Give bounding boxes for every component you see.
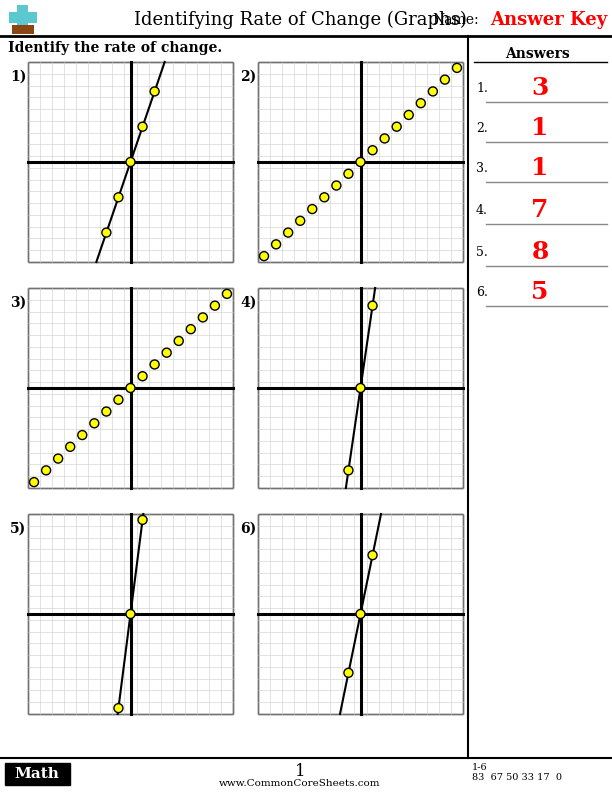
Text: Name:: Name: — [432, 13, 479, 27]
Circle shape — [344, 169, 353, 178]
Circle shape — [283, 228, 293, 237]
Circle shape — [42, 466, 51, 475]
Circle shape — [405, 110, 413, 120]
Circle shape — [344, 668, 353, 677]
Text: 3.: 3. — [476, 162, 488, 174]
Circle shape — [332, 181, 341, 190]
Circle shape — [65, 442, 75, 451]
Circle shape — [356, 610, 365, 619]
Text: 1: 1 — [295, 763, 305, 780]
Circle shape — [90, 419, 99, 428]
Text: 4.: 4. — [476, 204, 488, 216]
Bar — [28, 514, 233, 714]
Circle shape — [174, 337, 183, 345]
Circle shape — [356, 158, 365, 166]
Circle shape — [114, 192, 123, 202]
Circle shape — [368, 146, 377, 154]
Text: 3): 3) — [10, 296, 26, 310]
Circle shape — [441, 75, 449, 84]
Circle shape — [452, 63, 461, 72]
Circle shape — [150, 360, 159, 369]
Circle shape — [296, 216, 305, 225]
Text: 4): 4) — [240, 296, 256, 310]
Text: 1): 1) — [10, 70, 26, 84]
Circle shape — [356, 383, 365, 393]
Bar — [258, 514, 463, 714]
Text: Identifying Rate of Change (Graphs): Identifying Rate of Change (Graphs) — [133, 11, 466, 29]
Circle shape — [320, 192, 329, 202]
Text: Identify the rate of change.: Identify the rate of change. — [8, 41, 222, 55]
Text: 2.: 2. — [476, 121, 488, 135]
Circle shape — [211, 301, 220, 310]
Circle shape — [162, 348, 171, 357]
Circle shape — [114, 703, 123, 713]
Text: 1: 1 — [531, 156, 549, 180]
Circle shape — [126, 610, 135, 619]
Circle shape — [416, 99, 425, 108]
Text: 2): 2) — [240, 70, 256, 84]
Text: 83  67 50 33 17  0: 83 67 50 33 17 0 — [472, 773, 562, 782]
Bar — [28, 288, 233, 488]
Text: 1-6: 1-6 — [472, 763, 488, 772]
Text: www.CommonCoreSheets.com: www.CommonCoreSheets.com — [219, 779, 381, 787]
Circle shape — [102, 407, 111, 416]
Circle shape — [344, 466, 353, 475]
Bar — [5, 763, 70, 785]
Text: Answers: Answers — [505, 47, 569, 61]
Text: Answer Key: Answer Key — [490, 11, 607, 29]
Bar — [12, 25, 34, 34]
Circle shape — [198, 313, 207, 322]
Circle shape — [54, 454, 62, 463]
Circle shape — [29, 478, 39, 486]
Circle shape — [392, 122, 401, 131]
Circle shape — [368, 301, 377, 310]
Bar — [9, 12, 37, 23]
Bar — [258, 288, 463, 488]
Circle shape — [138, 371, 147, 381]
Circle shape — [223, 289, 231, 299]
Circle shape — [308, 204, 317, 214]
Circle shape — [150, 87, 159, 96]
Bar — [17, 5, 28, 33]
Text: 5): 5) — [10, 522, 26, 536]
Text: 7: 7 — [531, 198, 549, 222]
Circle shape — [186, 325, 195, 333]
Text: 5.: 5. — [476, 246, 488, 258]
Circle shape — [138, 516, 147, 524]
Text: 6): 6) — [240, 522, 256, 536]
Circle shape — [78, 431, 87, 440]
Circle shape — [259, 252, 269, 261]
Bar — [258, 62, 463, 262]
Text: 1: 1 — [531, 116, 549, 140]
Circle shape — [126, 158, 135, 166]
Text: 3: 3 — [531, 76, 549, 100]
Circle shape — [380, 134, 389, 143]
Bar — [28, 62, 233, 262]
Circle shape — [368, 550, 377, 560]
Text: Math: Math — [15, 767, 59, 781]
Text: 5: 5 — [531, 280, 549, 304]
Text: 8: 8 — [531, 240, 549, 264]
Text: 1.: 1. — [476, 82, 488, 94]
Circle shape — [114, 395, 123, 404]
Text: 6.: 6. — [476, 285, 488, 299]
Circle shape — [102, 228, 111, 237]
Circle shape — [428, 87, 438, 96]
Circle shape — [272, 240, 280, 249]
Circle shape — [138, 122, 147, 131]
Circle shape — [126, 383, 135, 393]
